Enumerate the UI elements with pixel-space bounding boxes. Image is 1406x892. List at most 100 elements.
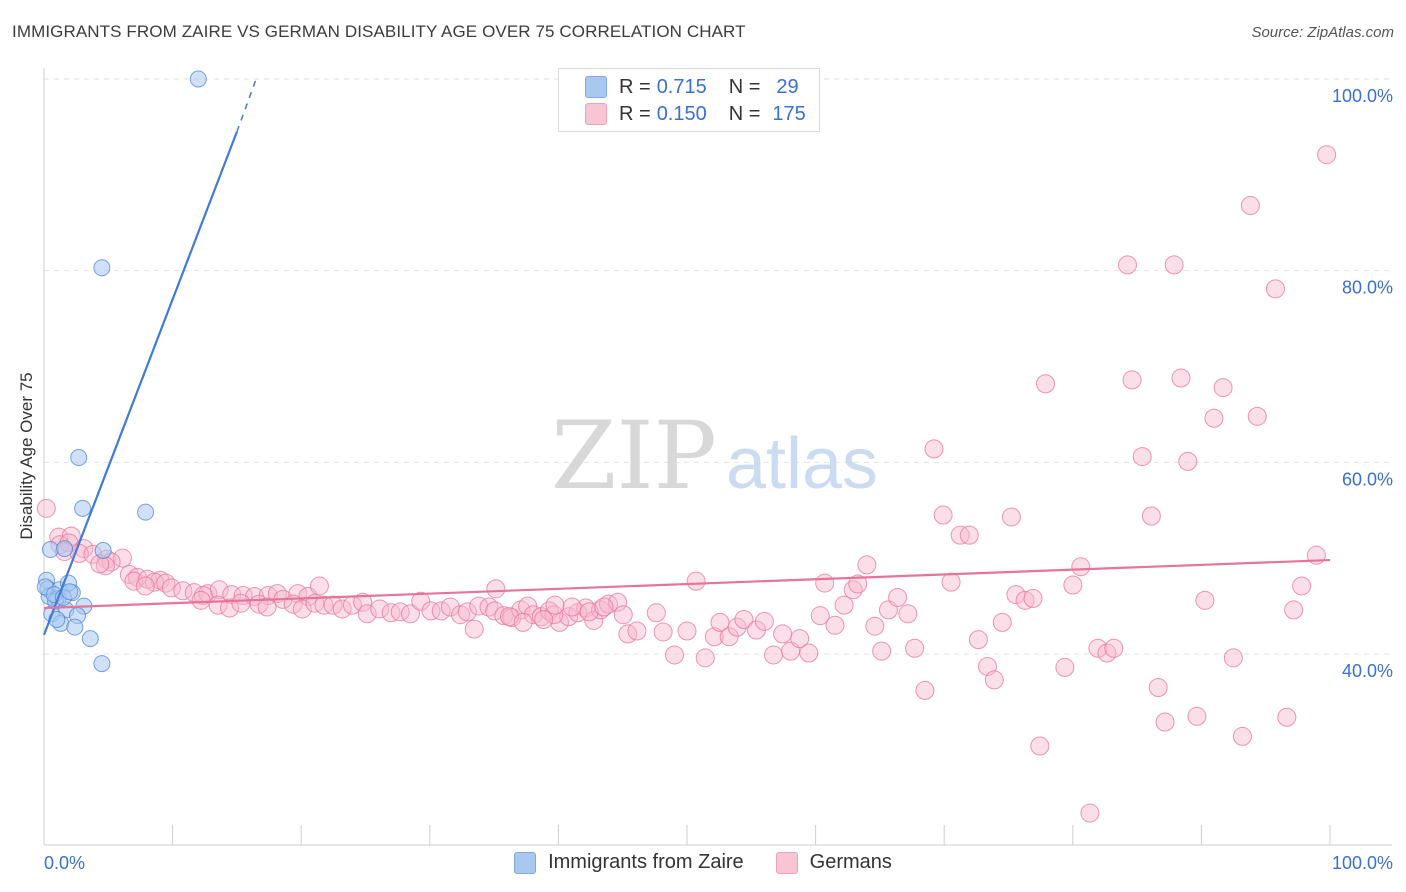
germans-point-156: [1187, 706, 1207, 726]
chart-title: IMMIGRANTS FROM ZAIRE VS GERMAN DISABILI…: [12, 22, 746, 41]
legend: R = 0.715 N = 29 R = 0.150 N = 175: [558, 68, 820, 132]
germans-point-81: [486, 579, 506, 599]
germans-point-119: [872, 641, 892, 661]
germans-point-154: [1171, 368, 1191, 388]
x-tick-labels: 0.0% 100.0%: [44, 853, 1393, 873]
germans-point-65: [494, 606, 514, 626]
germans-point-99: [704, 627, 724, 647]
y-tick-label-40: 40.0%: [1342, 661, 1393, 681]
zaire-point-4: [137, 503, 155, 521]
germans-point-150: [1141, 506, 1161, 526]
germans-point-142: [1071, 557, 1091, 577]
germans-point-57: [421, 601, 441, 621]
germans-point-158: [1204, 408, 1224, 428]
germans-point-110: [799, 643, 819, 663]
germans-point-105: [754, 611, 774, 631]
x-tick-label-min: 0.0%: [44, 853, 85, 873]
germans-point-44: [292, 599, 312, 619]
legend-row-germans: R = 0.150 N = 175: [585, 101, 806, 127]
germans-point-139: [1036, 374, 1056, 394]
y-tick-labels: 40.0% 60.0% 80.0% 100.0%: [1332, 86, 1393, 681]
watermark-zip: ZIP: [551, 402, 717, 511]
zaire-point-28: [61, 583, 79, 601]
zaire-point-24: [93, 655, 111, 673]
zaire-point-7: [94, 542, 112, 559]
germans-point-161: [1232, 726, 1252, 746]
germans-point-157: [1195, 590, 1215, 610]
germans-point-93: [646, 603, 666, 623]
chart-source: Source: ZipAtlas.com: [1251, 24, 1394, 41]
germans-point-165: [1277, 707, 1297, 727]
germans-point-107: [773, 624, 793, 644]
germans-point-113: [825, 615, 845, 635]
germans-point-163: [1247, 406, 1267, 426]
germans-point-140: [1055, 657, 1075, 677]
germans-point-129: [959, 525, 979, 545]
axes: [43, 68, 1392, 846]
zaire-point-0: [189, 70, 207, 88]
germans-point-94: [653, 622, 673, 642]
germans-point-121: [888, 587, 908, 607]
germans-point-0: [36, 498, 56, 518]
germans-point-117: [857, 555, 877, 575]
germans-point-166: [1284, 600, 1304, 620]
germans-point-106: [764, 645, 784, 665]
germans-point-88: [579, 602, 599, 622]
watermark-atlas: atlas: [726, 424, 878, 504]
germans-point-63: [479, 597, 499, 617]
zaire-point-5: [41, 541, 59, 559]
germans-point-103: [734, 610, 754, 629]
germans-point-22: [161, 578, 181, 598]
zaire-point-22: [66, 618, 84, 636]
germans-point-122: [898, 604, 918, 624]
zaire-point-2: [70, 449, 88, 467]
germans-point-162: [1240, 196, 1260, 215]
y-tick-label-60: 60.0%: [1342, 469, 1393, 489]
germans-point-90: [613, 605, 633, 625]
germans-point-51: [357, 604, 377, 624]
germans-point-85: [534, 610, 554, 629]
bottom-legend-item-zaire: Immigrants from Zaire: [514, 851, 744, 874]
germans-point-98: [695, 648, 715, 668]
grid-lines: [44, 78, 1392, 655]
germans-point-47: [323, 595, 343, 615]
germans-point-144: [1088, 638, 1108, 658]
y-axis-label: Disability Age Over 75: [17, 372, 36, 539]
germans-point-133: [992, 612, 1012, 632]
bottom-legend-item-germans: Germans: [775, 851, 892, 874]
germans-point-159: [1213, 378, 1233, 398]
legend-swatch-zaire: [585, 76, 607, 98]
y-tick-label-100: 100.0%: [1332, 86, 1393, 106]
bottom-legend-label-zaire: Immigrants from Zaire: [548, 851, 744, 873]
germans-point-125: [924, 439, 944, 459]
legend-swatch-germans: [585, 103, 607, 125]
legend-n-value: 175: [772, 102, 806, 125]
germans-point-97: [686, 571, 706, 591]
germans-point-155: [1178, 451, 1198, 471]
zaire-point-3: [74, 499, 92, 517]
germans-point-80: [464, 619, 484, 639]
x-tick-label-max: 100.0%: [1332, 853, 1393, 873]
germans-point-160: [1223, 648, 1243, 668]
germans-point-87: [562, 597, 582, 617]
germans-point-28: [193, 586, 213, 606]
germans-point-21: [135, 576, 155, 596]
germans-point-130: [968, 630, 988, 650]
germans-point-89: [594, 597, 614, 617]
bottom-legend: Immigrants from Zaire Germans: [0, 851, 1406, 874]
series-immigrants-from-zaire: [36, 70, 207, 673]
germans-point-42: [257, 597, 277, 617]
germans-point-62: [469, 596, 489, 616]
germans-point-137: [1023, 588, 1043, 608]
germans-point-169: [1317, 145, 1337, 165]
germans-point-37: [191, 590, 211, 610]
germans-point-102: [727, 617, 747, 637]
germans-point-143: [1080, 803, 1100, 823]
germans-point-76: [584, 610, 604, 630]
germans-point-167: [1292, 576, 1312, 596]
trend-line-germans: [43, 558, 1331, 610]
germans-point-56: [411, 591, 431, 611]
germans-point-82: [544, 605, 564, 625]
germans-point-124: [915, 680, 935, 700]
germans-point-109: [790, 629, 810, 649]
